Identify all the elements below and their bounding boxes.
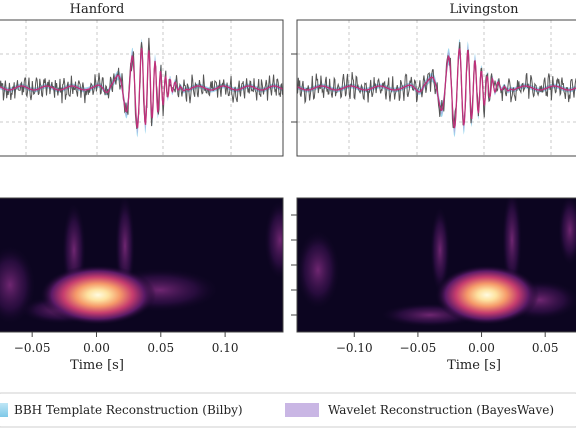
livingston-bilby-median [297,48,576,129]
livingston-strain-panel: Livingston [291,2,576,157]
hanford-xaxis: −0.05 0.00 0.05 0.10 [14,332,239,355]
hanford-title: Hanford [70,2,125,17]
livingston-xtick-label: −0.05 [400,341,437,355]
livingston-data-line [297,42,576,129]
legend-swatch-bayeswave [285,403,319,417]
hanford-data-line [0,37,283,129]
hanford-spectrogram-map [0,198,283,325]
hanford-xtick-label: 0.00 [83,341,110,355]
livingston-spectrogram-yticks [291,214,297,316]
hanford-xtick-label: 0.10 [212,341,239,355]
livingston-xtick-label: −0.10 [336,341,373,355]
livingston-yticks [291,53,297,123]
legend-item-bayeswave: Wavelet Reconstruction (BayesWave) [285,403,554,417]
legend-label-bilby: BBH Template Reconstruction (Bilby) [14,403,243,417]
livingston-xtick-label: 0.05 [532,341,559,355]
livingston-xtick-label: 0.00 [468,341,495,355]
hanford-strain-panel: Hanford [0,2,284,157]
livingston-spectrogram-panel: −0.10 −0.05 0.00 0.05 Time [s] [291,197,576,373]
hanford-strain-frame [0,19,284,157]
legend-swatch-bilby [0,403,8,417]
livingston-strain-frame [296,19,576,157]
livingston-spectrogram-map [297,198,576,327]
hanford-xlabel: Time [s] [70,358,124,373]
legend: BBH Template Reconstruction (Bilby) Wave… [0,392,576,428]
legend-label-bayeswave: Wavelet Reconstruction (BayesWave) [328,403,554,417]
livingston-xlabel: Time [s] [447,358,501,373]
hanford-spectrogram-frame [0,197,284,333]
legend-item-bilby: BBH Template Reconstruction (Bilby) [0,403,243,417]
hanford-xtick-label: 0.05 [147,341,174,355]
livingston-xaxis: −0.10 −0.05 0.00 0.05 [336,332,559,355]
hanford-xtick-label: −0.05 [14,341,51,355]
livingston-title: Livingston [449,2,519,17]
hanford-bilby-median [0,47,283,129]
legend-frame [0,392,576,428]
hanford-spectrogram-panel: −0.05 0.00 0.05 0.10 Time [s] [0,197,284,373]
